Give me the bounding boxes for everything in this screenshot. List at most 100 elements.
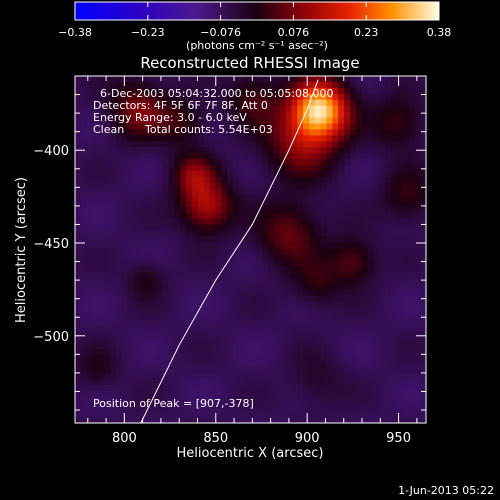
heatmap-cell: [332, 414, 339, 421]
heatmap-cell: [268, 343, 275, 350]
heatmap-cell: [238, 260, 246, 267]
heatmap-cell: [133, 301, 140, 309]
heatmap-cell: [367, 111, 374, 119]
heatmap-cell: [402, 372, 410, 380]
heatmap-cell: [86, 331, 94, 338]
heatmap-cell: [162, 301, 170, 309]
heatmap-cell: [121, 420, 129, 423]
heatmap-cell: [390, 194, 398, 202]
heatmap-cell: [151, 129, 158, 136]
heatmap-cell: [367, 355, 374, 362]
heatmap-cell: [139, 307, 146, 315]
heatmap-cell: [180, 408, 187, 416]
heatmap-cell: [203, 123, 211, 131]
heatmap-cell: [291, 200, 298, 208]
heatmap-cell: [367, 325, 374, 332]
heatmap-cell: [291, 283, 298, 291]
heatmap-cell: [379, 372, 386, 380]
heatmap-cell: [402, 111, 410, 119]
heatmap-cell: [174, 200, 181, 208]
heatmap-cell: [244, 396, 252, 404]
heatmap-cell: [361, 105, 369, 113]
heatmap-cell: [420, 159, 426, 166]
heatmap-cell: [396, 165, 404, 172]
heatmap-cell: [344, 206, 351, 214]
heatmap-cell: [268, 218, 275, 226]
heatmap-cell: [115, 277, 123, 285]
heatmap-cell: [390, 366, 398, 374]
heatmap-cell: [86, 414, 94, 421]
heatmap-cell: [75, 343, 82, 350]
heatmap-cell: [145, 254, 152, 261]
heatmap-cell: [227, 188, 234, 196]
heatmap-cell: [145, 242, 152, 249]
heatmap-cell: [238, 366, 246, 374]
heatmap-cell: [92, 212, 99, 220]
heatmap-cell: [192, 408, 199, 416]
heatmap-cell: [355, 117, 363, 125]
heatmap-cell: [145, 236, 152, 243]
heatmap-cell: [297, 372, 304, 380]
heatmap-cell: [338, 206, 345, 214]
heatmap-cell: [361, 123, 369, 131]
heatmap-cell: [414, 343, 421, 350]
heatmap-cell: [127, 254, 135, 261]
heatmap-cell: [385, 87, 392, 95]
heatmap-cell: [332, 396, 339, 404]
heatmap-cell: [256, 355, 263, 362]
heatmap-cell: [390, 135, 398, 142]
heatmap-cell: [262, 420, 269, 423]
heatmap-cell: [361, 325, 369, 332]
heatmap-cell: [250, 81, 257, 89]
heatmap-cell: [232, 408, 240, 416]
heatmap-cell: [262, 212, 269, 220]
heatmap-cell: [110, 81, 117, 89]
heatmap-cell: [121, 331, 129, 338]
heatmap-cell: [408, 295, 415, 303]
heatmap-cell: [279, 182, 287, 190]
heatmap-cell: [297, 81, 304, 89]
heatmap-cell: [98, 349, 105, 356]
heatmap-cell: [186, 123, 193, 131]
heatmap-cell: [408, 408, 415, 416]
heatmap-cell: [215, 408, 222, 416]
heatmap-cell: [320, 81, 328, 89]
heatmap-cell: [110, 420, 117, 423]
heatmap-cell: [408, 153, 415, 160]
heatmap-cell: [320, 396, 328, 404]
heatmap-cell: [279, 171, 287, 178]
heatmap-cell: [203, 153, 211, 160]
heatmap-cell: [262, 76, 269, 83]
heatmap-cell: [232, 188, 240, 196]
heatmap-cell: [221, 254, 228, 261]
heatmap-cell: [115, 123, 123, 131]
heatmap-cell: [291, 99, 298, 107]
heatmap-cell: [297, 266, 304, 273]
heatmap-cell: [344, 171, 351, 178]
heatmap-cell: [367, 76, 374, 83]
heatmap-cell: [285, 218, 293, 226]
heatmap-cell: [92, 129, 99, 136]
heatmap-cell: [133, 135, 140, 142]
heatmap-cell: [127, 337, 135, 344]
heatmap-cell: [156, 123, 164, 131]
heatmap-cell: [379, 349, 386, 356]
heatmap-cell: [244, 266, 252, 273]
heatmap-cell: [215, 307, 222, 315]
heatmap-cell: [238, 171, 246, 178]
heatmap-cell: [355, 355, 363, 362]
heatmap-cell: [209, 99, 216, 107]
heatmap-cell: [390, 81, 398, 89]
heatmap-cell: [238, 420, 246, 423]
heatmap-cell: [209, 206, 216, 214]
heatmap-cell: [332, 349, 339, 356]
heatmap-cell: [303, 147, 310, 154]
heatmap-cell: [349, 266, 357, 273]
heatmap-cell: [110, 147, 117, 154]
heatmap-cell: [309, 159, 316, 166]
heatmap-cell: [402, 200, 410, 208]
heatmap-cell: [86, 159, 94, 166]
heatmap-cell: [168, 313, 176, 321]
heatmap-cell: [156, 396, 164, 404]
heatmap-cell: [197, 307, 205, 315]
